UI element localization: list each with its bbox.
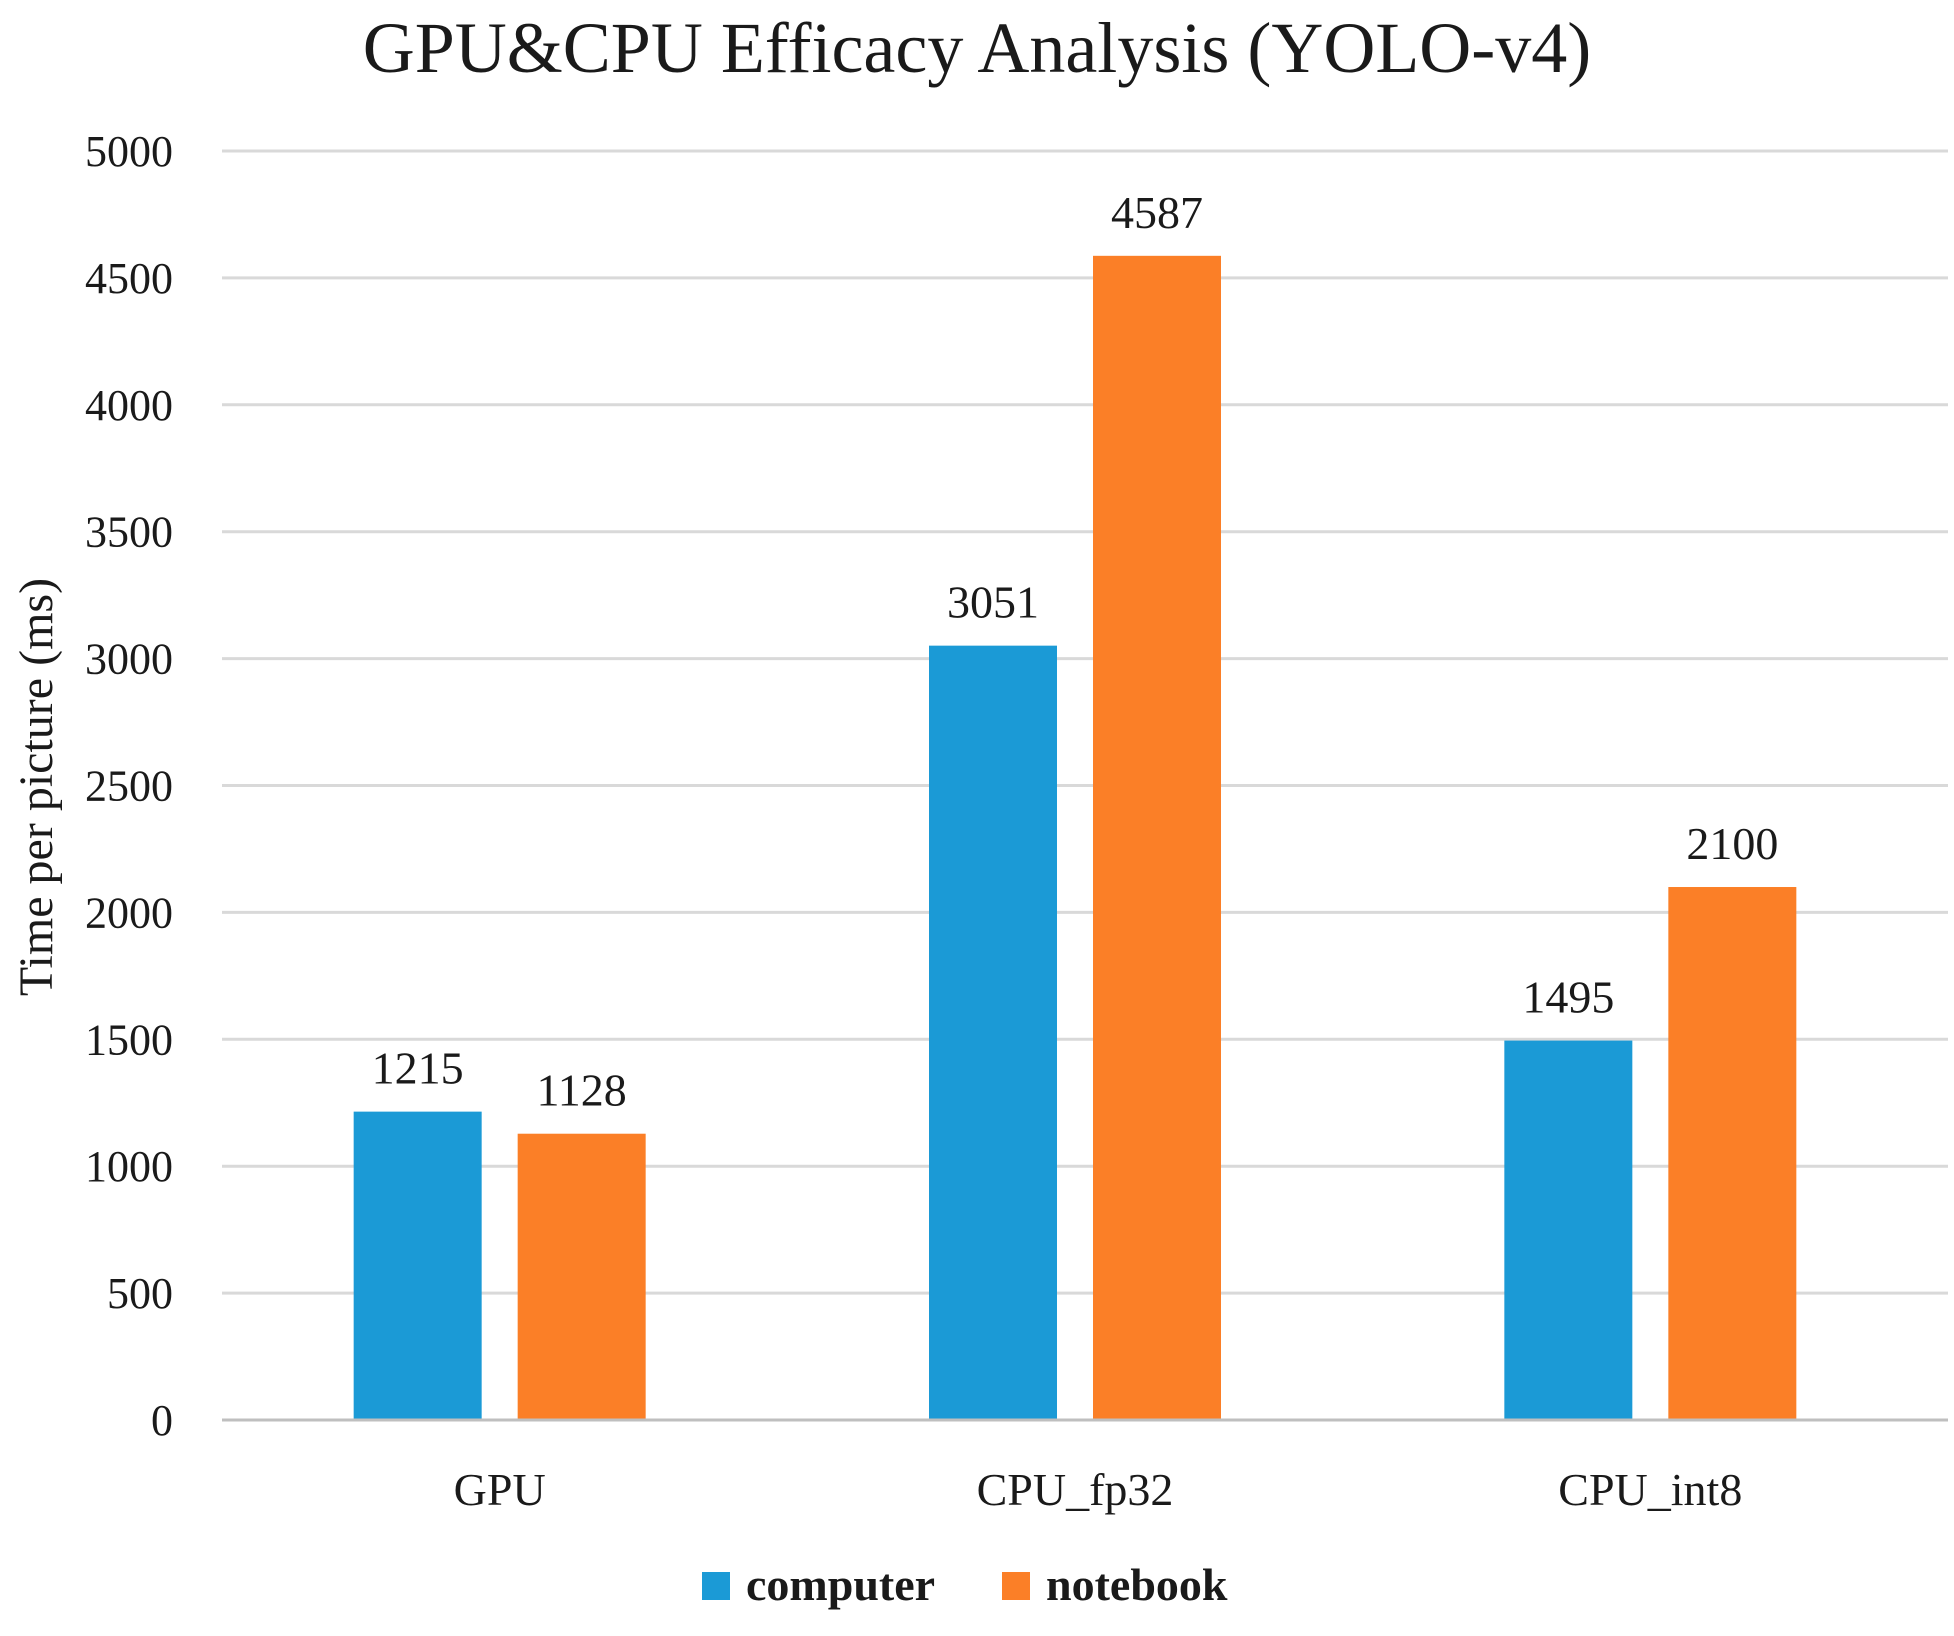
y-tick-label: 0 xyxy=(151,1396,173,1445)
y-tick-label: 1000 xyxy=(85,1142,173,1191)
bars xyxy=(353,255,1797,1421)
x-tick-label: GPU xyxy=(454,1464,546,1515)
chart-title: GPU&CPU Efficacy Analysis (YOLO-v4) xyxy=(363,8,1592,88)
gridlines xyxy=(222,149,1948,1295)
y-tick-label: 4000 xyxy=(85,381,173,430)
legend-swatch-notebook xyxy=(1002,1572,1030,1600)
data-label-computer-CPU_int8: 1495 xyxy=(1522,972,1614,1023)
y-tick-label: 3500 xyxy=(85,508,173,557)
bar-computer-CPU_int8 xyxy=(1504,1040,1633,1420)
legend-swatch-computer xyxy=(702,1572,730,1600)
data-labels: 1215 1128 3051 4587 1495 2100 xyxy=(372,187,1779,1116)
legend-label-notebook: notebook xyxy=(1046,1559,1228,1610)
y-tick-label: 2000 xyxy=(85,888,173,937)
y-axis-ticks: 0 500 1000 1500 2000 2500 3000 3500 4000 4500 5000 xyxy=(85,127,173,1445)
data-label-computer-GPU: 1215 xyxy=(372,1043,464,1094)
data-label-notebook-CPU_fp32: 4587 xyxy=(1111,187,1203,238)
x-axis-ticks: GPU CPU_fp32 CPU_int8 xyxy=(454,1464,1743,1515)
data-label-notebook-CPU_int8: 2100 xyxy=(1686,818,1778,869)
y-tick-label: 5000 xyxy=(85,127,173,176)
bar-computer-CPU_fp32 xyxy=(929,645,1057,1420)
y-tick-label: 500 xyxy=(107,1269,173,1318)
bar-notebook-CPU_int8 xyxy=(1668,887,1797,1420)
bar-notebook-GPU xyxy=(517,1133,646,1420)
x-tick-label: CPU_fp32 xyxy=(977,1464,1174,1515)
bar-notebook-CPU_fp32 xyxy=(1093,255,1221,1421)
data-label-notebook-GPU: 1128 xyxy=(537,1065,627,1116)
y-tick-label: 1500 xyxy=(85,1015,173,1064)
data-label-computer-CPU_fp32: 3051 xyxy=(947,577,1039,628)
legend: computer notebook xyxy=(702,1559,1228,1610)
y-axis-label: Time per picture (ms) xyxy=(10,578,63,996)
legend-label-computer: computer xyxy=(746,1559,935,1610)
bar-computer-GPU xyxy=(353,1111,482,1420)
y-tick-label: 3000 xyxy=(85,635,173,684)
y-tick-label: 2500 xyxy=(85,762,173,811)
x-tick-label: CPU_int8 xyxy=(1558,1464,1742,1515)
y-tick-label: 4500 xyxy=(85,254,173,303)
